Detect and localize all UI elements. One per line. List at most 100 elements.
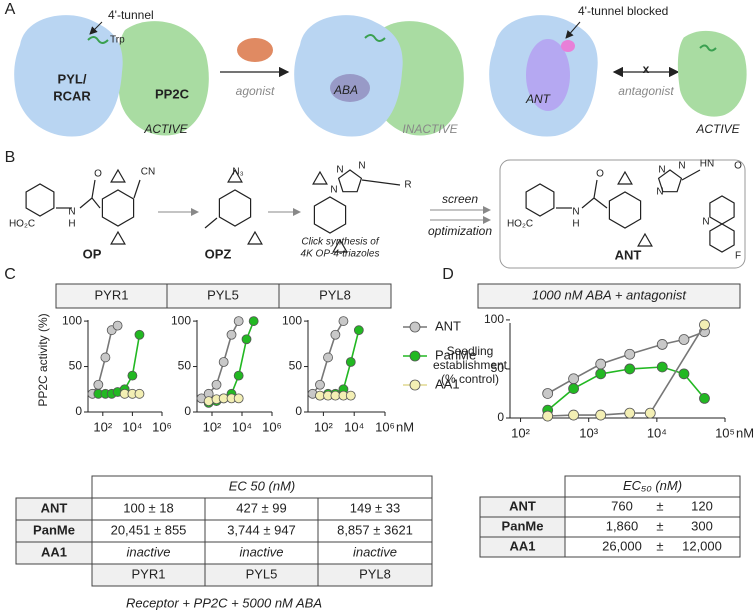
label: 4'-tunnel bbox=[108, 8, 154, 22]
label: 3,744 ± 947 bbox=[227, 522, 296, 537]
structure-ring bbox=[709, 195, 735, 225]
label: 100 bbox=[484, 312, 504, 326]
label: 50 bbox=[491, 361, 505, 375]
data-point bbox=[678, 368, 690, 380]
label: N bbox=[68, 207, 75, 218]
label: 300 bbox=[691, 518, 713, 533]
label: screen bbox=[442, 192, 478, 206]
label: EC 50 (nM) bbox=[229, 478, 295, 493]
label: ANT bbox=[615, 247, 642, 262]
label: inactive bbox=[126, 544, 170, 559]
plot-header bbox=[278, 283, 392, 309]
data-point bbox=[542, 388, 554, 399]
data-point bbox=[699, 319, 710, 331]
label: PYR1 bbox=[95, 287, 129, 302]
data-point bbox=[353, 325, 364, 336]
table-cell bbox=[317, 563, 433, 587]
structure-ring bbox=[525, 183, 555, 217]
label: 10⁶ bbox=[375, 419, 395, 434]
data-point bbox=[100, 352, 111, 363]
label: agonist bbox=[236, 84, 275, 98]
label: 100 bbox=[282, 313, 302, 327]
data-point bbox=[330, 390, 341, 401]
data-point bbox=[226, 329, 237, 340]
label: 1000 nM ABA + antagonist bbox=[532, 287, 687, 302]
label: N bbox=[656, 187, 663, 198]
label: 427 ± 99 bbox=[236, 500, 287, 515]
label: AA1 bbox=[509, 538, 535, 553]
data-point bbox=[542, 410, 554, 422]
label: 10⁶ bbox=[152, 419, 172, 434]
label: ACTIVE bbox=[143, 122, 188, 136]
scheme-art bbox=[158, 159, 746, 269]
label: 26,000 bbox=[602, 538, 642, 553]
structure-ring bbox=[709, 223, 735, 253]
label: ACTIVE bbox=[695, 122, 740, 136]
data-point bbox=[644, 407, 656, 419]
label: nM bbox=[396, 419, 414, 434]
label: RCAR bbox=[53, 88, 91, 103]
label: O bbox=[596, 169, 604, 180]
label: 10³ bbox=[579, 425, 598, 440]
label: 4K OP-4-triazoles bbox=[301, 249, 380, 260]
data-point bbox=[93, 379, 104, 390]
label: O bbox=[734, 161, 742, 172]
structure-bond bbox=[204, 217, 218, 229]
label: 10⁴ bbox=[344, 419, 364, 434]
label: 0 bbox=[75, 404, 82, 418]
data-point bbox=[656, 361, 668, 373]
label: 12,000 bbox=[682, 538, 722, 553]
label: F bbox=[735, 251, 741, 262]
label: 50 bbox=[69, 359, 83, 373]
label: H bbox=[572, 219, 579, 230]
data-point bbox=[338, 316, 349, 326]
label: N bbox=[678, 161, 685, 172]
data-point bbox=[218, 357, 229, 367]
data-point bbox=[595, 409, 607, 421]
structure-ring bbox=[657, 169, 683, 193]
data-point bbox=[211, 379, 222, 390]
label: 20,451 ± 855 bbox=[111, 522, 187, 537]
structure-bond bbox=[133, 179, 141, 199]
label: INACTIVE bbox=[402, 122, 458, 136]
label: 10⁴ bbox=[122, 419, 142, 434]
label: HO₂C bbox=[507, 219, 533, 230]
label: 1,860 bbox=[606, 518, 639, 533]
structure-ring bbox=[617, 170, 633, 185]
label: 120 bbox=[691, 498, 713, 513]
data-point bbox=[127, 370, 138, 381]
label: x bbox=[643, 62, 650, 76]
label: ANT bbox=[435, 318, 461, 333]
data-point bbox=[624, 363, 636, 375]
label: PYL8 bbox=[319, 287, 351, 302]
label: Trp bbox=[110, 35, 125, 46]
label: 10² bbox=[203, 419, 222, 434]
data-point bbox=[624, 407, 636, 419]
label: D bbox=[442, 266, 454, 283]
label: ANT bbox=[525, 92, 552, 106]
structure-ring bbox=[637, 232, 653, 247]
structure-bond bbox=[593, 197, 608, 209]
structure-bond bbox=[91, 197, 101, 209]
label: A bbox=[5, 1, 16, 18]
label: B bbox=[5, 149, 16, 166]
structure-bond bbox=[79, 197, 93, 209]
label: AA1 bbox=[41, 544, 67, 559]
label: antagonist bbox=[618, 84, 674, 98]
data-point bbox=[134, 388, 145, 399]
label: nM bbox=[736, 425, 754, 440]
label: ANT bbox=[41, 500, 68, 515]
label: ± bbox=[656, 518, 663, 533]
label: HO₂C bbox=[9, 219, 35, 230]
data-point bbox=[678, 334, 690, 345]
label: Receptor + PP2C + 5000 nM ABA bbox=[126, 595, 322, 610]
structure-ring bbox=[313, 196, 347, 234]
label: N bbox=[702, 217, 709, 228]
structure-ring bbox=[247, 230, 263, 245]
label: 50 bbox=[289, 359, 303, 373]
data-point bbox=[699, 392, 710, 404]
data-point bbox=[233, 393, 244, 404]
label: 760 bbox=[611, 498, 633, 513]
structure-ring bbox=[337, 169, 363, 193]
